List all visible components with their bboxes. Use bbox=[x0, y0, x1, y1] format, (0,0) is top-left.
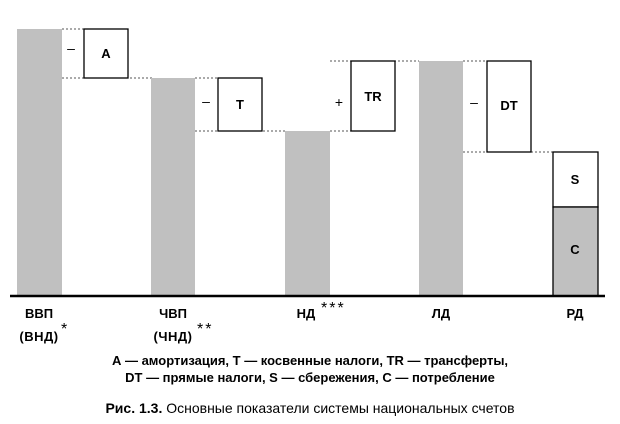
legend-line-1: А — амортизация, Т — косвенные налоги, T… bbox=[111, 353, 509, 368]
figure-caption: Рис. 1.3. Основные показатели системы на… bbox=[0, 400, 620, 416]
operator-plus-tr: + bbox=[335, 94, 343, 110]
label-ld: ЛД bbox=[432, 306, 451, 321]
operator-minus-dt: – bbox=[470, 94, 478, 110]
bar-consumption bbox=[552, 206, 599, 297]
box-indirect-taxes bbox=[217, 77, 263, 132]
label-chvp: ЧВП bbox=[159, 306, 187, 321]
operator-minus-a: – bbox=[67, 40, 75, 56]
box-savings-label: S bbox=[571, 172, 580, 187]
bar-vvp bbox=[17, 29, 62, 296]
label-nd: НД bbox=[297, 306, 316, 321]
box-amortization bbox=[83, 28, 129, 79]
label-chvp-footnote-mark: ** bbox=[197, 321, 213, 338]
box-transfers bbox=[350, 60, 396, 132]
box-amortization-label: A bbox=[101, 46, 111, 61]
bar-ld bbox=[419, 61, 463, 296]
bar-chvp bbox=[151, 78, 195, 296]
box-direct-taxes-label: DT bbox=[500, 98, 517, 113]
label-nd-footnote-mark: *** bbox=[321, 300, 346, 317]
national-accounts-diagram: – A – T + TR – DT S C ВВП (ВНД) * ЧВП (Ч… bbox=[10, 28, 605, 344]
figure-number: Рис. 1.3. bbox=[105, 400, 163, 416]
bar-consumption-label: C bbox=[570, 242, 580, 257]
label-vvp: ВВП bbox=[25, 306, 53, 321]
bar-nd bbox=[285, 131, 330, 296]
operator-minus-t: – bbox=[202, 93, 210, 109]
label-vnd: (ВНД) bbox=[19, 329, 58, 344]
label-rd: РД bbox=[566, 306, 584, 321]
box-transfers-label: TR bbox=[364, 89, 382, 104]
box-direct-taxes bbox=[486, 60, 532, 153]
figure-caption-text: Основные показатели системы национальных… bbox=[166, 400, 515, 416]
label-chnd: (ЧНД) bbox=[154, 329, 193, 344]
label-vvp-footnote-mark: * bbox=[61, 321, 69, 338]
legend-line-2: DT — прямые налоги, S — сбережения, С — … bbox=[125, 370, 495, 385]
box-indirect-taxes-label: T bbox=[236, 97, 244, 112]
